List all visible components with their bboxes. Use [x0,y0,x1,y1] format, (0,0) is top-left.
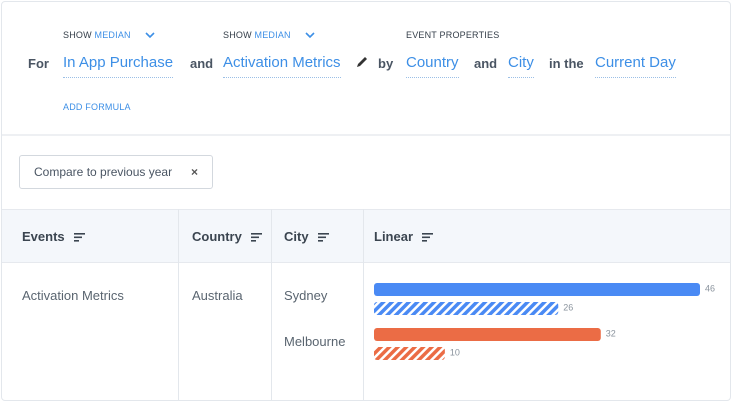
label-and: and [190,56,214,71]
label-in-the: in the [549,56,584,71]
column-divider [178,209,179,400]
aggregate: MEDIAN [94,30,131,40]
edit-icon[interactable] [355,55,369,69]
country-cell: Australia [192,288,243,303]
properties-label: EVENT PROPERTIES [406,30,500,40]
show-aggregate[interactable]: SHOW MEDIAN [223,30,291,40]
bar-value: 10 [450,347,460,357]
bar [374,302,559,315]
column-divider [363,209,364,400]
bar-value: 46 [705,283,715,293]
compare-button[interactable]: Compare to previous year × [19,155,213,189]
sort-icon[interactable] [73,232,86,242]
city-cell: Sydney [284,288,328,303]
bar-value: 32 [606,328,616,338]
column-divider [271,209,272,400]
label-by: by [378,56,394,71]
show-aggregate[interactable]: SHOW MEDIAN [63,30,131,40]
property-select[interactable]: Country [406,54,459,78]
column-header[interactable]: Events [22,229,65,244]
label-for: For [28,56,49,71]
city-cell: Melbourne [284,334,346,349]
bar [374,347,445,360]
event-select[interactable]: Activation Metrics [223,54,341,78]
chevron [305,32,315,39]
event-select[interactable]: In App Purchase [63,54,174,78]
bar [374,283,700,296]
time-select[interactable]: Current Day [595,54,676,78]
column-header[interactable]: Linear [374,229,414,244]
bar-value: 26 [563,302,573,312]
bar-chart: 46 26 32 10 [374,283,715,360]
label-and: and [474,56,498,71]
column-header[interactable]: City [284,229,309,244]
show-label: SHOW [223,30,252,40]
show-label: SHOW [63,30,92,40]
event-cell: Activation Metrics [22,288,124,303]
chevron [145,32,155,39]
table-header [2,209,730,263]
property-select[interactable]: City [508,54,534,78]
column-header[interactable]: Country [192,229,242,244]
sort-icon[interactable] [250,232,263,242]
remove-icon[interactable]: × [190,165,198,179]
compare-label: Compare to previous year [34,165,173,179]
sort-icon[interactable] [422,232,434,242]
sort-icon[interactable] [317,232,330,242]
aggregate: MEDIAN [254,30,291,40]
bar [374,328,601,341]
add-formula[interactable]: ADD FORMULA [63,102,131,112]
query-builder [2,2,730,136]
